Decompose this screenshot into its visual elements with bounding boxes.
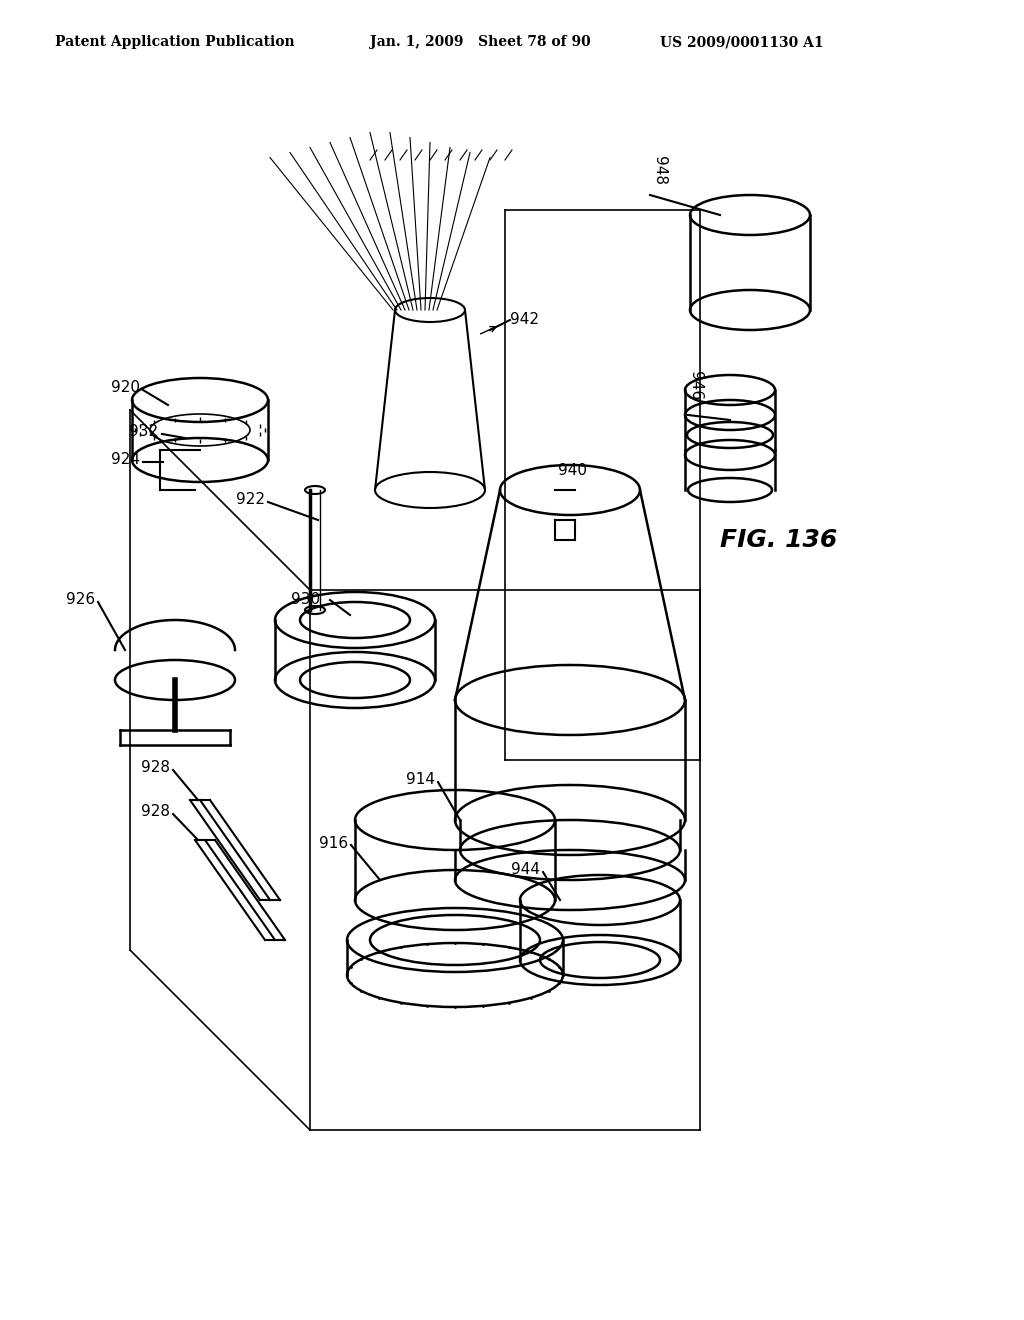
- Text: 922: 922: [236, 492, 265, 507]
- Text: 946: 946: [687, 371, 702, 400]
- Text: 930: 930: [291, 593, 319, 607]
- Text: 932: 932: [129, 425, 158, 440]
- Text: 928: 928: [141, 804, 170, 820]
- Text: Patent Application Publication: Patent Application Publication: [55, 36, 295, 49]
- Text: 924: 924: [111, 453, 140, 467]
- Text: FIG. 136: FIG. 136: [720, 528, 838, 552]
- Text: 926: 926: [66, 593, 95, 607]
- Text: 944: 944: [511, 862, 540, 878]
- Text: 914: 914: [406, 772, 435, 788]
- Text: US 2009/0001130 A1: US 2009/0001130 A1: [660, 36, 823, 49]
- Text: 940: 940: [558, 463, 587, 478]
- Text: 948: 948: [652, 156, 668, 185]
- Text: 928: 928: [141, 760, 170, 776]
- Text: Jan. 1, 2009   Sheet 78 of 90: Jan. 1, 2009 Sheet 78 of 90: [370, 36, 591, 49]
- Polygon shape: [115, 620, 234, 649]
- Text: 916: 916: [318, 836, 348, 850]
- Text: 942: 942: [510, 313, 539, 327]
- Text: 920: 920: [111, 380, 140, 396]
